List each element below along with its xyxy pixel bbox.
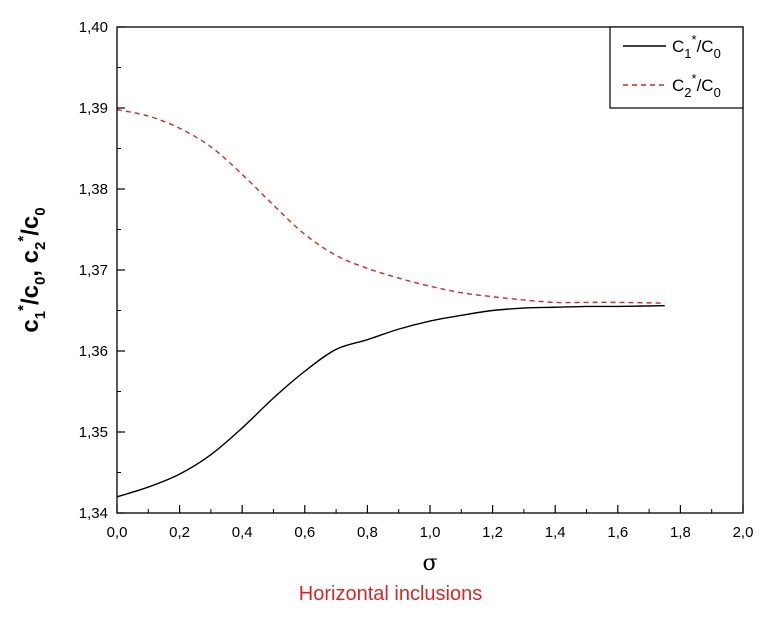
y-label-slash1: /c bbox=[17, 285, 44, 305]
legend-2-c: C bbox=[672, 76, 684, 95]
x-axis-label: σ bbox=[422, 551, 437, 576]
legend-1-sub: 1 bbox=[684, 46, 691, 61]
x-tick-label: 1,8 bbox=[670, 524, 691, 541]
x-tick-label: 1,2 bbox=[482, 524, 503, 541]
y-label-c1: c bbox=[17, 319, 44, 332]
tick-labels: 0,0 0,2 0,4 0,6 0,8 1,0 1,2 1,4 1,6 1,8 2,0 1,34 1,3… bbox=[79, 19, 754, 541]
chart-caption: Horizontal inclusions bbox=[298, 583, 483, 605]
x-tick-label: 0,6 bbox=[294, 524, 315, 541]
x-tick-label: 1,4 bbox=[545, 524, 566, 541]
y-label-sub0b: 0 bbox=[32, 207, 49, 215]
y-tick-label: 1,39 bbox=[79, 100, 108, 117]
y-tick-label: 1,34 bbox=[79, 505, 108, 522]
legend-box bbox=[609, 26, 744, 109]
y-label-sub0a: 0 bbox=[32, 277, 49, 285]
y-tick-label: 1,37 bbox=[79, 262, 108, 279]
y-label-slash2: /c bbox=[17, 216, 44, 236]
y-label-star1: * bbox=[15, 305, 32, 311]
y-label-sub1: 1 bbox=[32, 311, 49, 319]
y-label-comma: , bbox=[17, 263, 44, 276]
x-tick-label: 0,8 bbox=[357, 524, 378, 541]
series-layer bbox=[116, 108, 665, 498]
x-tick-label: 1,0 bbox=[420, 524, 441, 541]
x-tick-label: 0,0 bbox=[107, 524, 128, 541]
legend-2-sub: 2 bbox=[684, 85, 691, 100]
legend-1-rest: /C bbox=[697, 37, 714, 56]
plot-frame bbox=[116, 26, 744, 514]
legend-2-rest: /C bbox=[697, 76, 714, 95]
y-tick-label: 1,35 bbox=[79, 424, 108, 441]
legend-entry-series-1: C1*/C0 bbox=[672, 32, 721, 61]
y-tick-label: 1,38 bbox=[79, 181, 108, 198]
legend: C1*/C0 C2*/C0 bbox=[609, 26, 744, 109]
legend-1-sup: * bbox=[692, 32, 697, 47]
x-tick-label: 1,6 bbox=[607, 524, 628, 541]
y-axis-label: c1*/c0, c2*/c0 bbox=[15, 207, 49, 332]
y-label-c2: c bbox=[17, 250, 44, 263]
legend-2-sup: * bbox=[692, 71, 697, 86]
legend-2-sub2: 0 bbox=[714, 85, 721, 100]
y-label-star2: * bbox=[15, 236, 32, 242]
x-tick-label: 0,2 bbox=[169, 524, 190, 541]
series-line-1 bbox=[116, 304, 665, 498]
y-label-sub2: 2 bbox=[32, 242, 49, 250]
y-tick-label: 1,36 bbox=[79, 343, 108, 360]
x-tick-label: 0,4 bbox=[232, 524, 253, 541]
x-tick-label: 2,0 bbox=[733, 524, 754, 541]
legend-1-sub2: 0 bbox=[714, 46, 721, 61]
series-line-2 bbox=[116, 108, 665, 304]
y-tick-label: 1,40 bbox=[79, 19, 108, 36]
legend-entry-series-2: C2*/C0 bbox=[672, 71, 721, 100]
legend-1-c: C bbox=[672, 37, 684, 56]
